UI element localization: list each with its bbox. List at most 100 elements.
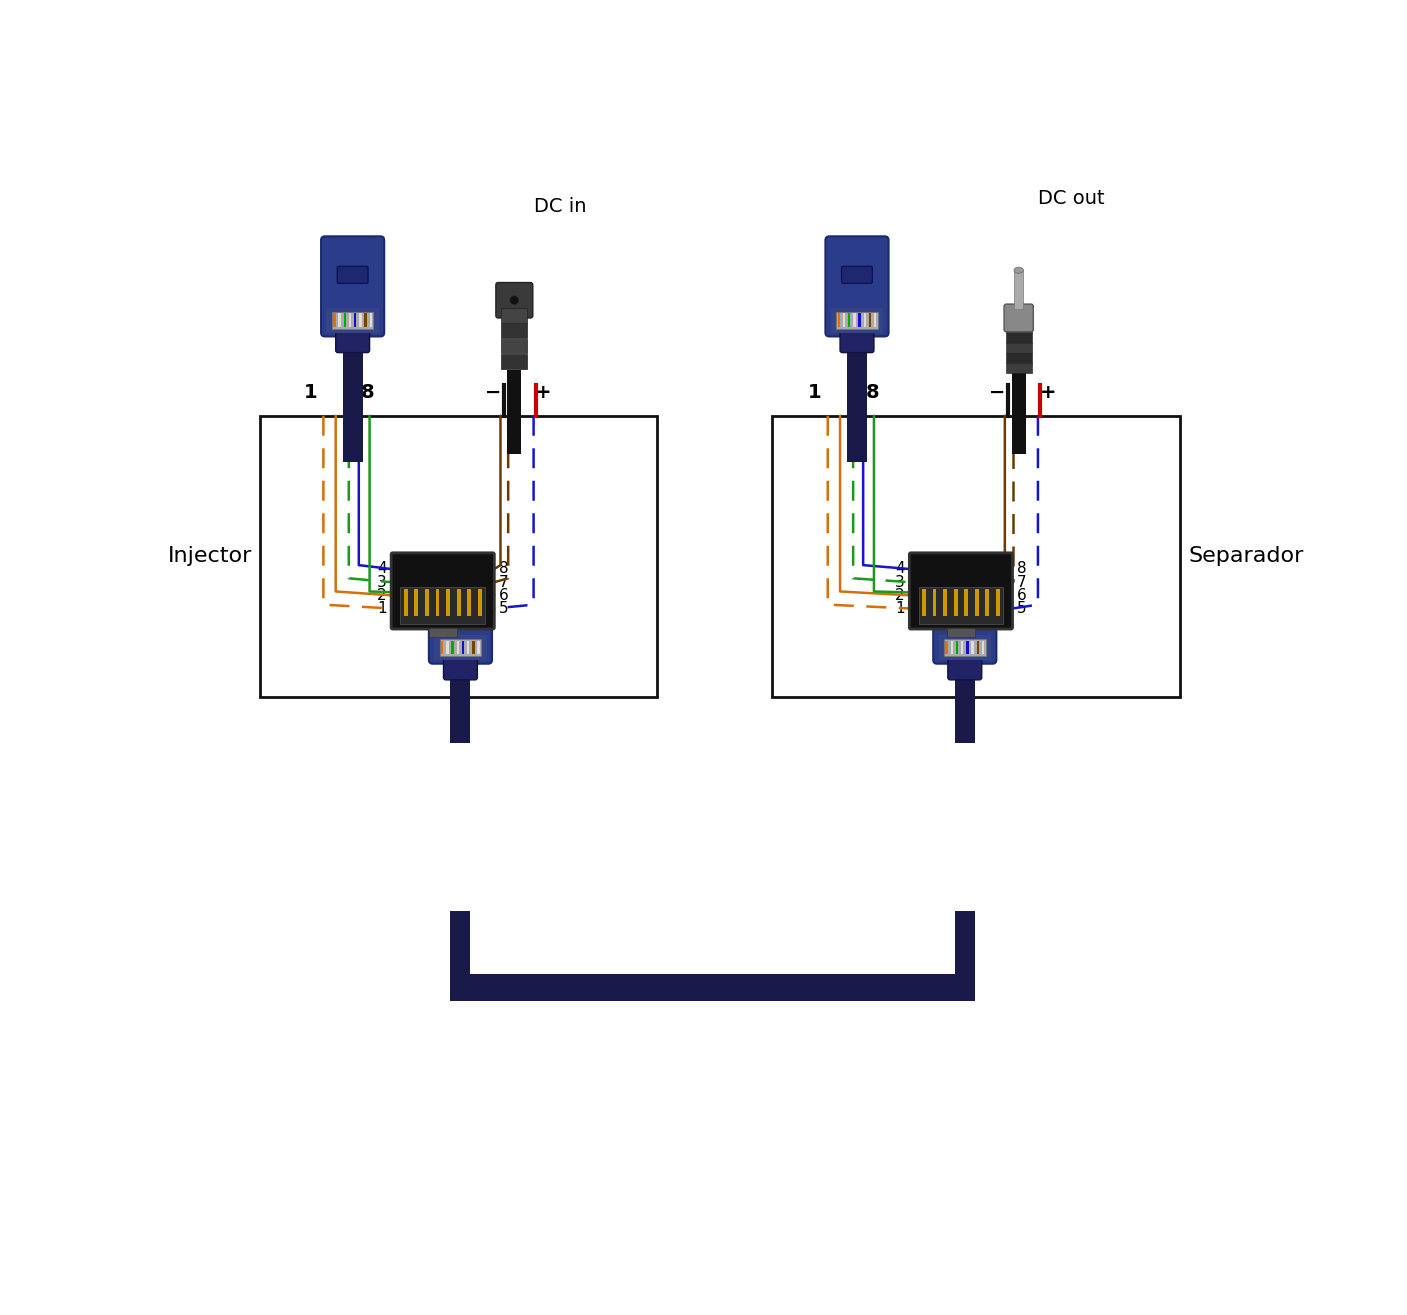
Bar bbox=[843, 313, 846, 327]
Bar bbox=[955, 697, 975, 743]
Bar bbox=[836, 312, 878, 329]
Bar bbox=[1006, 334, 1031, 343]
Bar bbox=[848, 313, 850, 327]
Text: 7: 7 bbox=[1017, 575, 1027, 589]
FancyBboxPatch shape bbox=[445, 593, 476, 610]
Bar bbox=[343, 313, 346, 327]
Bar bbox=[943, 589, 947, 615]
Text: 1: 1 bbox=[377, 601, 387, 615]
Bar bbox=[339, 313, 340, 327]
Text: 5: 5 bbox=[1017, 601, 1027, 615]
Bar bbox=[944, 639, 985, 656]
Text: 8: 8 bbox=[1017, 562, 1027, 576]
Bar bbox=[404, 589, 408, 615]
FancyBboxPatch shape bbox=[840, 326, 874, 352]
Bar bbox=[478, 589, 481, 615]
Bar bbox=[457, 640, 459, 655]
Text: 1: 1 bbox=[895, 601, 905, 615]
Bar bbox=[976, 640, 979, 655]
Bar bbox=[837, 313, 840, 327]
Bar bbox=[355, 313, 356, 327]
Text: +: + bbox=[535, 383, 552, 402]
Text: 1: 1 bbox=[304, 383, 317, 402]
Text: 8: 8 bbox=[865, 383, 879, 402]
Text: 5: 5 bbox=[499, 601, 508, 615]
Bar bbox=[370, 313, 371, 327]
Bar bbox=[414, 589, 418, 615]
Bar bbox=[954, 589, 958, 615]
Bar bbox=[830, 308, 884, 333]
Bar bbox=[982, 640, 983, 655]
Bar bbox=[442, 640, 443, 655]
Bar bbox=[439, 639, 481, 656]
FancyBboxPatch shape bbox=[841, 267, 872, 283]
Text: Separador: Separador bbox=[1188, 546, 1303, 567]
Text: 8: 8 bbox=[362, 383, 374, 402]
Bar bbox=[933, 589, 937, 615]
FancyBboxPatch shape bbox=[1005, 304, 1033, 331]
Circle shape bbox=[509, 296, 519, 305]
Text: 4: 4 bbox=[895, 562, 905, 576]
Bar bbox=[1012, 373, 1026, 416]
Bar bbox=[971, 640, 974, 655]
Text: 4: 4 bbox=[377, 562, 387, 576]
FancyBboxPatch shape bbox=[429, 564, 492, 664]
Bar bbox=[847, 416, 867, 462]
Text: 6: 6 bbox=[1017, 588, 1027, 602]
FancyBboxPatch shape bbox=[933, 564, 996, 664]
Bar bbox=[501, 339, 528, 354]
Bar bbox=[450, 911, 470, 974]
Bar bbox=[343, 346, 363, 416]
Bar bbox=[919, 586, 1003, 623]
Bar bbox=[467, 589, 471, 615]
FancyBboxPatch shape bbox=[495, 283, 533, 318]
FancyBboxPatch shape bbox=[321, 237, 384, 337]
Bar bbox=[508, 370, 521, 416]
Bar bbox=[435, 635, 487, 660]
Bar bbox=[343, 416, 363, 462]
Bar bbox=[446, 589, 450, 615]
Bar bbox=[874, 313, 877, 327]
Bar bbox=[501, 323, 528, 338]
Text: −: − bbox=[484, 383, 501, 402]
Text: Injector: Injector bbox=[169, 546, 252, 567]
Bar bbox=[853, 313, 855, 327]
Bar bbox=[961, 640, 964, 655]
Bar bbox=[946, 640, 948, 655]
Bar bbox=[326, 308, 378, 333]
Bar bbox=[508, 416, 521, 454]
Bar bbox=[425, 589, 429, 615]
Bar bbox=[260, 416, 657, 697]
Bar bbox=[473, 640, 474, 655]
Bar bbox=[401, 586, 485, 623]
Text: 2: 2 bbox=[377, 588, 387, 602]
Bar bbox=[964, 589, 968, 615]
Text: 7: 7 bbox=[499, 575, 508, 589]
Bar bbox=[349, 313, 352, 327]
Bar bbox=[359, 313, 362, 327]
Bar bbox=[457, 589, 460, 615]
Bar bbox=[450, 974, 975, 1001]
Bar bbox=[477, 640, 480, 655]
Bar bbox=[467, 640, 470, 655]
Ellipse shape bbox=[1014, 267, 1023, 274]
Text: −: − bbox=[989, 383, 1006, 402]
Bar bbox=[364, 313, 367, 327]
Bar bbox=[1006, 323, 1031, 333]
Bar bbox=[938, 635, 991, 660]
Bar bbox=[1014, 270, 1023, 309]
Bar bbox=[429, 627, 457, 636]
FancyBboxPatch shape bbox=[826, 237, 889, 337]
FancyBboxPatch shape bbox=[950, 593, 981, 610]
Text: +: + bbox=[1040, 383, 1057, 402]
Bar bbox=[955, 911, 975, 974]
Bar bbox=[922, 589, 926, 615]
Bar bbox=[436, 589, 439, 615]
Bar bbox=[947, 627, 975, 636]
Bar bbox=[452, 640, 454, 655]
Text: 1: 1 bbox=[808, 383, 822, 402]
Bar bbox=[1012, 416, 1026, 454]
Bar bbox=[333, 313, 336, 327]
Text: 8: 8 bbox=[499, 562, 508, 576]
Text: 3: 3 bbox=[377, 575, 387, 589]
